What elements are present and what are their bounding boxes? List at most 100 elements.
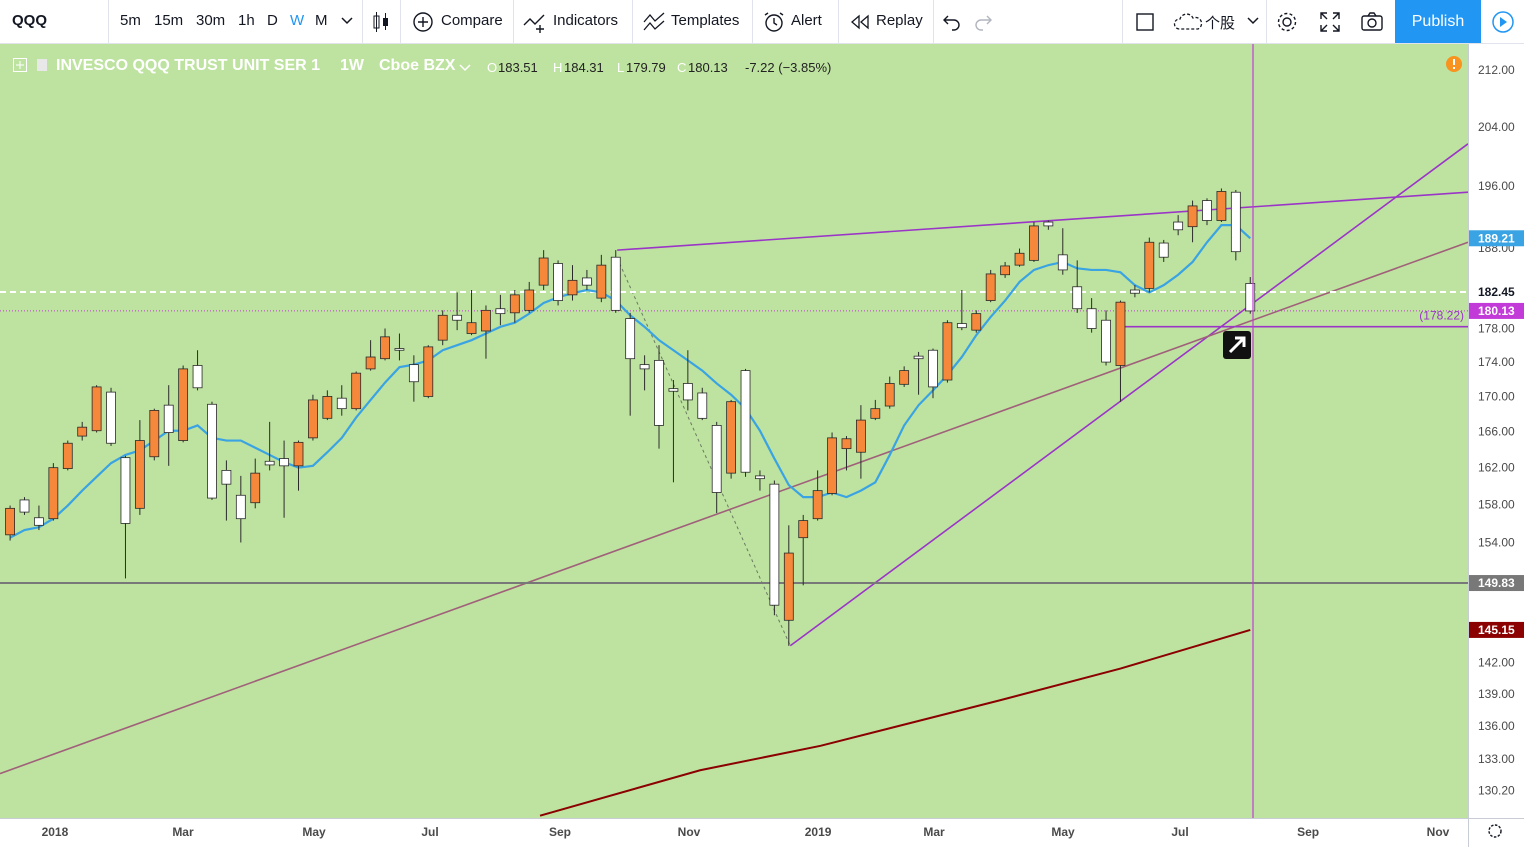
dropdown-icon[interactable]	[459, 63, 471, 73]
publish-button[interactable]: Publish	[1395, 0, 1481, 43]
indicators-button[interactable]: Indicators	[553, 12, 619, 29]
x-tick-label: Sep	[1297, 825, 1319, 839]
candle-body	[971, 313, 982, 331]
interval[interactable]: 30m	[196, 12, 226, 29]
legend-value: 179.79	[626, 60, 666, 75]
compare-icon[interactable]	[412, 11, 434, 33]
warning-icon[interactable]	[1445, 55, 1463, 78]
candle-body	[1029, 225, 1039, 261]
candle-body	[322, 396, 333, 419]
cloud-icon[interactable]	[1173, 12, 1203, 32]
price-badge-label: 189.21	[1478, 231, 1515, 245]
x-tick-label: Nov	[678, 825, 701, 839]
interval[interactable]: M	[315, 12, 328, 29]
candle-body	[1115, 301, 1126, 366]
y-tick-label: 162.00	[1478, 461, 1515, 475]
warning-shape[interactable]	[1445, 55, 1463, 73]
undo-icon[interactable]	[942, 13, 962, 31]
legend-key: H	[553, 60, 563, 75]
price-badge-label: 182.45	[1478, 285, 1515, 299]
legend-change: -7.22 (−3.85%)	[745, 60, 832, 75]
candle-body	[106, 391, 116, 444]
interval[interactable]: W	[290, 12, 305, 29]
layout-icon[interactable]	[1135, 12, 1155, 32]
candle-body	[481, 309, 491, 332]
symbol[interactable]: QQQ	[12, 12, 48, 29]
candle-body	[264, 460, 275, 466]
candle-body	[1245, 283, 1256, 312]
candle-body	[192, 365, 203, 389]
eye-icon[interactable]	[36, 58, 48, 77]
y-tick-label: 166.00	[1478, 425, 1515, 439]
play-icon[interactable]	[1490, 10, 1516, 34]
settings-icon[interactable]	[1276, 11, 1298, 33]
indicators-icon[interactable]	[522, 11, 546, 33]
price-badge	[1469, 575, 1524, 592]
templates-icon[interactable]	[642, 10, 666, 34]
collapse-icon[interactable]	[12, 57, 28, 73]
y-tick-label: 158.00	[1478, 498, 1515, 512]
candle-body	[1202, 200, 1212, 221]
candle-body	[841, 438, 852, 450]
candle-body	[682, 383, 693, 401]
legend-icon[interactable]	[12, 57, 28, 78]
trend-line	[617, 191, 1468, 251]
candle-body	[5, 507, 15, 536]
candle-body	[163, 404, 174, 433]
price-badge	[1469, 302, 1524, 319]
candle-body	[610, 256, 621, 311]
legend-value: 184.31	[564, 60, 604, 75]
candle-body	[1158, 242, 1169, 258]
candle-body	[812, 490, 823, 520]
candle-body	[798, 520, 809, 539]
candle-body	[437, 314, 448, 341]
layout-name[interactable]: 个股	[1205, 15, 1236, 32]
candle-body	[1000, 265, 1011, 276]
separator	[1122, 0, 1123, 43]
interval[interactable]: D	[267, 12, 278, 29]
legend-dropdown[interactable]	[459, 60, 471, 78]
dropdown-icon[interactable]	[1247, 16, 1259, 26]
candle-body	[34, 517, 44, 526]
dropdown-icon[interactable]	[341, 16, 353, 26]
y-tick-label: 142.00	[1478, 655, 1515, 669]
fullscreen-icon[interactable]	[1319, 11, 1341, 33]
trend-line	[616, 257, 791, 646]
candle-body	[452, 314, 463, 321]
price-badge-label: 145.15	[1478, 623, 1515, 637]
interval[interactable]: 5m	[120, 12, 141, 29]
candle-body	[1101, 319, 1111, 363]
legend-key: O	[487, 60, 498, 75]
chart-style-icon[interactable]	[370, 10, 392, 34]
x-tick-label: Jul	[1171, 825, 1188, 839]
candle-body	[899, 370, 910, 385]
replay-button[interactable]: Replay	[876, 12, 923, 29]
separator	[838, 0, 839, 43]
y-tick-label: 133.00	[1478, 752, 1515, 766]
compare-button[interactable]: Compare	[441, 12, 503, 29]
y-tick-label: 178.00	[1478, 322, 1515, 336]
candle-body	[783, 552, 794, 621]
alert-button[interactable]: Alert	[791, 12, 822, 29]
separator	[933, 0, 934, 43]
candle-body	[639, 364, 650, 370]
snapshot-icon[interactable]	[1360, 11, 1384, 33]
x-tick-label: Jul	[421, 825, 438, 839]
interval[interactable]: 15m	[154, 12, 184, 29]
candle-body	[308, 399, 318, 439]
x-tick-label: May	[1051, 825, 1075, 839]
redo-icon[interactable]	[973, 13, 993, 31]
legend-interval: 1W	[340, 57, 364, 74]
replay-icon[interactable]	[850, 14, 870, 30]
alert-icon[interactable]	[762, 11, 786, 33]
y-tick-label: 139.00	[1478, 687, 1515, 701]
y-tick-label: 196.00	[1478, 179, 1515, 193]
candle-body	[19, 499, 30, 513]
candle-body	[120, 457, 131, 524]
candle-body	[726, 401, 737, 474]
y-tick-label: 130.20	[1478, 784, 1515, 798]
templates-button[interactable]: Templates	[671, 12, 740, 29]
candle-body	[351, 372, 362, 410]
candle-body	[654, 359, 664, 426]
interval[interactable]: 1h	[238, 12, 255, 29]
